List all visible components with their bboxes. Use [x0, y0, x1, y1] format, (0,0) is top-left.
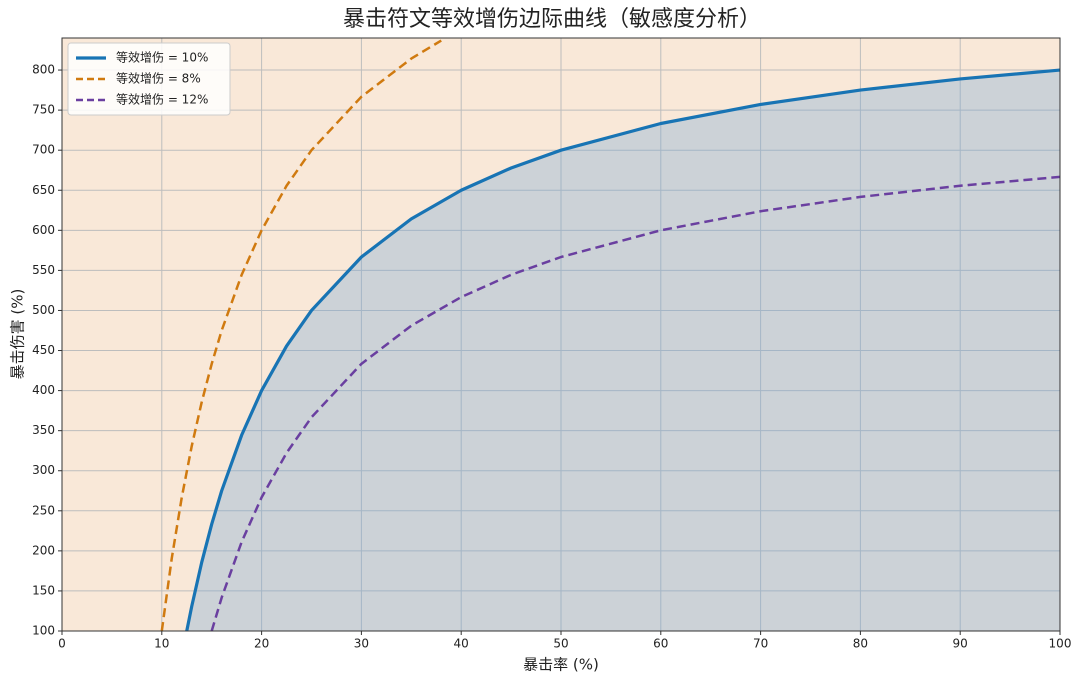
- y-tick-label: 600: [32, 223, 55, 237]
- chart-title: 暴击符文等效增伤边际曲线（敏感度分析）: [343, 7, 761, 32]
- y-tick-label: 200: [32, 543, 55, 557]
- x-tick-label: 0: [58, 637, 66, 651]
- x-tick-label: 100: [1049, 637, 1072, 651]
- y-tick-label: 450: [32, 343, 55, 357]
- y-tick-label: 400: [32, 383, 55, 397]
- line: [160, 39, 442, 631]
- y-tick-label: 500: [32, 303, 55, 317]
- legend-label: 等效增伤 = 12%: [116, 92, 208, 107]
- line: [210, 175, 1060, 631]
- x-tick-label: 20: [254, 637, 269, 651]
- x-tick-label: 70: [753, 637, 768, 651]
- area: [186, 70, 1060, 631]
- y-tick-label: 100: [32, 624, 55, 638]
- y-tick-label: 150: [32, 583, 55, 597]
- x-tick-label: 90: [953, 637, 968, 651]
- y-tick-label: 350: [32, 423, 55, 437]
- x-tick-label: 80: [853, 637, 868, 651]
- x-axis-label: 暴击率 (%): [523, 656, 599, 674]
- axes: 0 10 20 30 40 50 60 70 80 90 100 100 150 200 250 300 350…: [32, 63, 1071, 651]
- line: [185, 68, 1060, 631]
- y-tick-label: 750: [32, 103, 55, 117]
- y-tick-label: 800: [32, 63, 55, 77]
- legend-label: 等效增伤 = 10%: [116, 50, 208, 65]
- y-tick-label: 250: [32, 503, 55, 517]
- x-tick-label: 30: [354, 637, 369, 651]
- x-tick-label: 40: [454, 637, 469, 651]
- legend-box: [67, 42, 231, 116]
- x-tick-label: 60: [653, 637, 668, 651]
- y-tick-label: 650: [32, 183, 55, 197]
- y-tick-label: 700: [32, 143, 55, 157]
- y-axis-label: 暴击伤害 (%): [9, 289, 27, 380]
- y-tick-label: 550: [32, 263, 55, 277]
- y-tick-label: 300: [32, 463, 55, 477]
- legend-label: 等效增伤 = 8%: [116, 71, 201, 86]
- legend: 等效增伤 = 10% 等效增伤 = 8% 等效增伤 = 12%: [67, 42, 231, 116]
- x-tick-label: 10: [154, 637, 169, 651]
- plot-area: [160, 39, 1060, 631]
- x-tick-label: 50: [553, 637, 568, 651]
